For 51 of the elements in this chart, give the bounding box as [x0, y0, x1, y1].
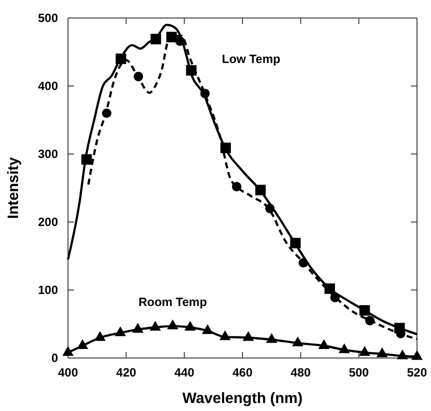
- point: [359, 346, 370, 356]
- y-tick-label: 200: [38, 214, 58, 229]
- point: [290, 238, 301, 248]
- point: [298, 258, 308, 268]
- point: [330, 292, 340, 302]
- x-tick-label: 500: [348, 366, 370, 380]
- x-tick-label: 400: [58, 366, 78, 380]
- point: [116, 54, 126, 64]
- point: [396, 349, 408, 360]
- point: [167, 320, 178, 330]
- point: [175, 36, 185, 46]
- point: [242, 331, 254, 341]
- point: [318, 339, 330, 350]
- point: [76, 339, 88, 350]
- point: [134, 72, 144, 82]
- x-tick-label: 440: [174, 366, 195, 380]
- x-tick-label: 460: [232, 366, 253, 380]
- point: [62, 346, 74, 356]
- point: [150, 34, 162, 44]
- point: [150, 320, 161, 331]
- point: [219, 330, 231, 340]
- x-axis-title: Wavelength (nm): [182, 390, 303, 407]
- point: [359, 305, 370, 316]
- point: [292, 336, 304, 346]
- text: Low Temp: [222, 52, 280, 66]
- series-label: Room Temp: [138, 295, 207, 310]
- point: [114, 326, 126, 336]
- point: [255, 184, 266, 196]
- point: [365, 316, 375, 326]
- x-tick-label: 480: [290, 366, 311, 380]
- y-tick-label: 500: [38, 10, 58, 25]
- point: [132, 322, 144, 333]
- point: [184, 320, 196, 331]
- y-tick-label: 100: [38, 282, 58, 297]
- point: [266, 333, 278, 343]
- point: [411, 350, 423, 360]
- x-tick-label: 420: [116, 366, 136, 380]
- point: [102, 108, 112, 118]
- y-axis-title: Intensity: [5, 156, 22, 219]
- point: [265, 204, 275, 214]
- point: [81, 154, 92, 165]
- y-tick-label: 0: [51, 350, 58, 365]
- x-tick-label: 520: [406, 366, 428, 380]
- y-tick-label: 300: [38, 146, 58, 161]
- point: [94, 331, 106, 341]
- point: [200, 88, 210, 98]
- point: [338, 343, 350, 354]
- point: [202, 324, 214, 334]
- point: [376, 347, 388, 358]
- y-tick-label: 400: [38, 78, 58, 93]
- point: [232, 182, 242, 192]
